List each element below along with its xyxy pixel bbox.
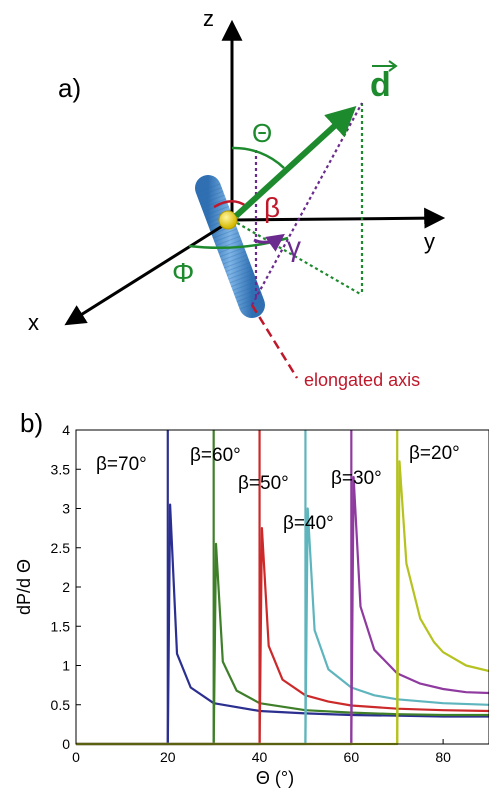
x-axis-line: [64, 218, 233, 326]
panel-b-label: b): [20, 408, 43, 438]
d-label-text: d: [370, 66, 391, 104]
x-tick-label: 80: [435, 749, 451, 765]
y-tick-label: 2.5: [51, 540, 71, 556]
series-curve: [76, 460, 489, 746]
phi-label: Φ: [172, 257, 194, 288]
y-axis-title: dP/d Θ: [14, 559, 34, 615]
y-tick-label: 3: [62, 501, 70, 517]
d-projection-line: [231, 219, 363, 296]
y-tick-label: 0: [62, 736, 70, 752]
x-axis-title: Θ (°): [256, 768, 294, 788]
series-curve: [76, 507, 489, 746]
x-tick-label: 60: [344, 749, 360, 765]
series-curve: [76, 503, 489, 746]
y-tick-label: 3.5: [51, 461, 71, 477]
beta-30-label: β=30°: [331, 468, 382, 489]
d-vector: [233, 105, 357, 219]
purple-diagonal: [251, 102, 363, 306]
theta-arc: [231, 146, 285, 169]
d-vector-label: d: [370, 60, 398, 104]
theta-label: Θ: [252, 118, 272, 148]
y-axis-line: [231, 207, 446, 229]
plot-series: [76, 430, 489, 746]
x-tick-label: 20: [160, 749, 176, 765]
beta-60-label: β=60°: [190, 445, 241, 466]
series-curve: [76, 542, 489, 746]
elongated-axis-line: [250, 304, 299, 379]
y-tick-label: 0.5: [51, 697, 71, 713]
x-tick-label: 0: [72, 749, 80, 765]
beta-40-label: β=40°: [283, 513, 334, 534]
beta-50-label: β=50°: [238, 473, 289, 494]
gamma-arc: [253, 233, 285, 252]
series-curve: [76, 476, 489, 746]
center-point: [218, 210, 238, 230]
series-beta-40: [76, 430, 489, 746]
elongated-axis-label: elongated axis: [304, 370, 420, 390]
y-tick-label: 1.5: [51, 618, 71, 634]
series-beta-30: [76, 430, 489, 746]
beta-label: β: [264, 192, 280, 223]
beta-20-label: β=20°: [409, 443, 460, 464]
y-tick-label: 2: [62, 579, 70, 595]
series-beta-70: [76, 430, 489, 746]
y-tick-label: 1: [62, 658, 70, 674]
z-axis-label: z: [203, 6, 214, 31]
plot-frame: [75, 429, 489, 745]
gamma-label: γ: [287, 231, 301, 262]
beta-70-label: β=70°: [96, 454, 147, 475]
beta-arc: [213, 200, 247, 209]
panel-a-label: a): [58, 73, 81, 103]
panel-b: b) 0 20 40 60 80 0 0.5 1 1.5 2 2.5 3 3.5 4 dP/d Θ Θ (…: [14, 408, 489, 788]
series-beta-20: [76, 430, 489, 746]
plot-ticks: 0 20 40 60 80 0 0.5 1 1.5 2 2.5 3 3.5 4: [51, 422, 452, 765]
x-axis-label: x: [28, 310, 39, 335]
panel-a: a) z y x elongated axis: [28, 6, 446, 390]
y-tick-label: 4: [62, 422, 70, 438]
y-axis-label: y: [424, 229, 435, 254]
x-tick-label: 40: [252, 749, 268, 765]
